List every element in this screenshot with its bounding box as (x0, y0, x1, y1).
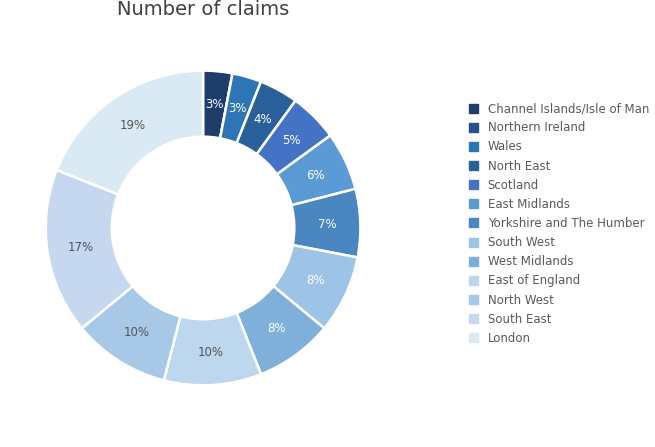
Wedge shape (277, 135, 356, 205)
Wedge shape (257, 101, 330, 174)
Wedge shape (220, 73, 261, 143)
Wedge shape (57, 71, 203, 194)
Text: 8%: 8% (307, 274, 325, 287)
Text: 10%: 10% (198, 346, 224, 358)
Wedge shape (164, 313, 261, 385)
Text: 8%: 8% (267, 322, 286, 335)
Text: 19%: 19% (120, 118, 146, 132)
Wedge shape (203, 71, 233, 138)
Text: 5%: 5% (282, 134, 300, 147)
Text: 7%: 7% (318, 218, 337, 231)
Text: 10%: 10% (123, 326, 149, 339)
Text: 3%: 3% (229, 102, 247, 115)
Wedge shape (236, 82, 295, 154)
Wedge shape (46, 170, 133, 328)
Wedge shape (236, 286, 324, 374)
Wedge shape (220, 73, 233, 138)
Text: 6%: 6% (306, 169, 325, 181)
Text: 4%: 4% (253, 113, 272, 126)
Text: 17%: 17% (67, 241, 94, 254)
Wedge shape (82, 286, 180, 380)
Title: Number of claims: Number of claims (117, 0, 289, 19)
Text: 3%: 3% (206, 98, 224, 111)
Legend: Channel Islands/Isle of Man, Northern Ireland, Wales, North East, Scotland, East: Channel Islands/Isle of Man, Northern Ir… (469, 102, 649, 345)
Wedge shape (273, 245, 358, 328)
Wedge shape (291, 189, 360, 257)
